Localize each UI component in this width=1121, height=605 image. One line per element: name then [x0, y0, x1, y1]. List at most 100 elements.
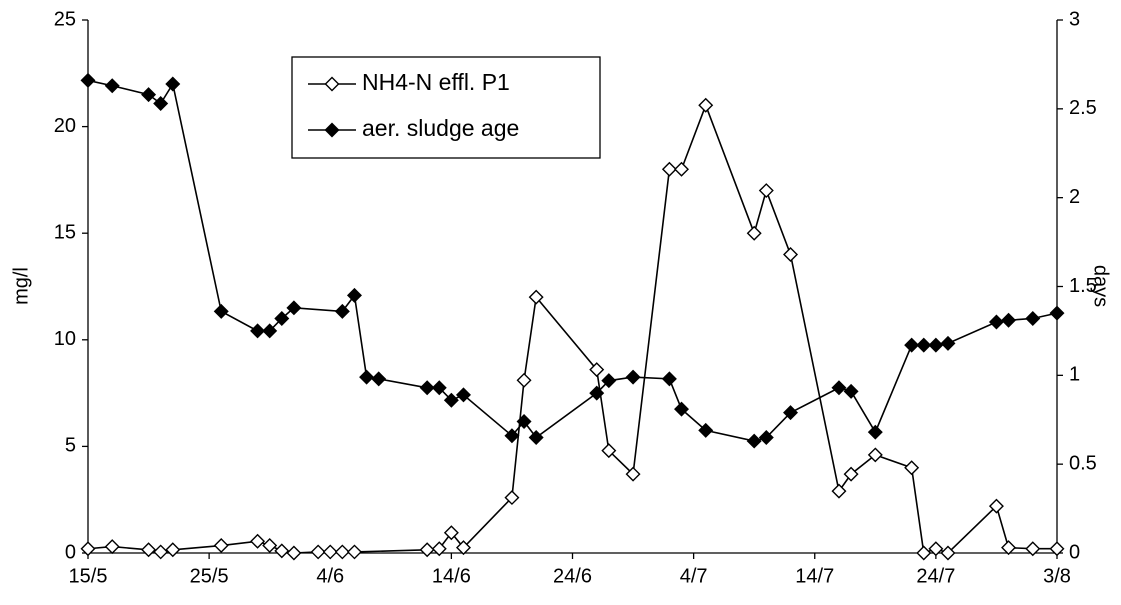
y2-tick-label: 1 [1069, 364, 1080, 386]
marker [504, 490, 520, 506]
marker [371, 371, 387, 387]
marker [528, 289, 544, 305]
x-tick-label: 4/6 [316, 565, 344, 587]
marker [528, 430, 544, 446]
marker [988, 498, 1004, 514]
y2-tick-label: 3 [1069, 8, 1080, 30]
marker [455, 387, 471, 403]
marker [516, 414, 532, 430]
y-tick-label: 0 [65, 541, 76, 563]
marker [334, 303, 350, 319]
marker [419, 380, 435, 396]
legend-marker [324, 76, 340, 92]
marker [165, 542, 181, 558]
legend-marker [324, 122, 340, 138]
x-tick-label: 24/7 [916, 565, 955, 587]
marker [916, 545, 932, 561]
y-tick-label: 15 [54, 221, 76, 243]
marker [419, 542, 435, 558]
marker [286, 300, 302, 316]
marker [1025, 310, 1041, 326]
marker [625, 466, 641, 482]
marker [867, 447, 883, 463]
marker [141, 542, 157, 558]
marker [213, 303, 229, 319]
marker [310, 544, 326, 560]
series-line [87, 103, 1057, 555]
marker [431, 380, 447, 396]
marker [746, 225, 762, 241]
marker [443, 392, 459, 408]
legend-label: NH4-N effl. P1 [362, 69, 510, 95]
x-tick-label: 25/5 [190, 565, 229, 587]
marker [831, 483, 847, 499]
marker [334, 544, 350, 560]
marker [213, 538, 229, 554]
marker [504, 428, 520, 444]
x-tick-label: 24/6 [553, 565, 592, 587]
marker [455, 540, 471, 556]
y-tick-label: 20 [54, 115, 76, 137]
marker [165, 76, 181, 92]
marker [1001, 312, 1017, 328]
marker [104, 78, 120, 94]
marker [783, 247, 799, 263]
marker [1025, 541, 1041, 557]
y-tick-label: 25 [54, 8, 76, 30]
x-tick-label: 3/8 [1043, 565, 1071, 587]
x-tick-label: 14/7 [795, 565, 834, 587]
marker [625, 369, 641, 385]
marker [322, 544, 338, 560]
legend-label: aer. sludge age [362, 115, 519, 141]
marker [661, 371, 677, 387]
marker [661, 161, 677, 177]
y2-tick-label: 0.5 [1069, 452, 1097, 474]
x-tick-label: 14/6 [432, 565, 471, 587]
marker [141, 87, 157, 103]
marker [601, 443, 617, 459]
marker [928, 541, 944, 557]
marker [904, 460, 920, 476]
marker [988, 314, 1004, 330]
y2-tick-label: 2.5 [1069, 97, 1097, 119]
y-tick-label: 5 [65, 435, 76, 457]
marker [843, 383, 859, 399]
x-tick-label: 4/7 [680, 565, 708, 587]
marker [516, 372, 532, 388]
marker [758, 183, 774, 199]
marker [443, 525, 459, 541]
marker [262, 538, 278, 554]
y-axis-label: mg/l [10, 267, 32, 305]
y2-tick-label: 0 [1069, 541, 1080, 563]
marker [698, 97, 714, 113]
marker [153, 544, 169, 560]
marker [904, 337, 920, 353]
marker [746, 433, 762, 449]
marker [928, 337, 944, 353]
marker [1049, 541, 1065, 557]
marker [831, 380, 847, 396]
marker [867, 424, 883, 440]
marker [916, 337, 932, 353]
marker [250, 533, 266, 549]
marker [80, 541, 96, 557]
y-tick-label: 10 [54, 328, 76, 350]
marker [286, 545, 302, 561]
marker [274, 310, 290, 326]
marker [940, 545, 956, 561]
marker [1001, 540, 1017, 556]
marker [346, 287, 362, 303]
x-tick-label: 15/5 [69, 565, 108, 587]
y2-axis-label: days [1090, 265, 1112, 307]
marker [758, 430, 774, 446]
marker [346, 544, 362, 560]
marker [940, 335, 956, 351]
marker [601, 373, 617, 389]
marker [698, 422, 714, 438]
marker [250, 323, 266, 339]
y2-tick-label: 1.5 [1069, 275, 1097, 297]
marker [80, 72, 96, 88]
marker [153, 96, 169, 111]
legend-box [291, 56, 601, 159]
y2-tick-label: 2 [1069, 186, 1080, 208]
